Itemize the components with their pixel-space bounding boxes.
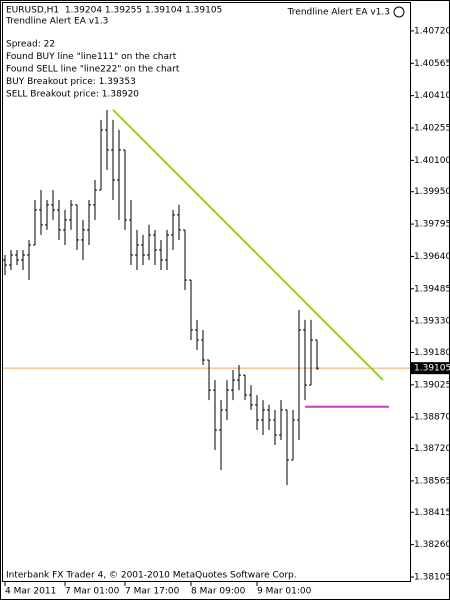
expert-label: Trendline Alert EA v1.3 xyxy=(287,8,390,18)
x-tick-label: 7 Mar 01:00 xyxy=(65,587,120,597)
info-line: Spread: 22 xyxy=(6,40,55,50)
info-line: Found BUY line "line111" on the chart xyxy=(6,52,177,62)
y-tick-label: 1.38415 xyxy=(414,508,450,518)
y-tick-label: 1.39795 xyxy=(414,220,450,230)
bid-tag xyxy=(411,362,449,375)
y-tick-label: 1.38720 xyxy=(414,444,450,454)
trend-line xyxy=(112,109,384,381)
info-line: BUY Breakout price: 1.39353 xyxy=(6,77,136,87)
info-line: Found SELL line "line222" on the chart xyxy=(6,65,180,75)
info-line: SELL Breakout price: 1.38920 xyxy=(6,90,139,100)
smiley-icon xyxy=(393,6,405,18)
plot-frame xyxy=(2,2,411,582)
y-tick-label: 1.38870 xyxy=(414,413,450,423)
x-tick-label: 4 Mar 2011 xyxy=(5,587,56,597)
y-tick-label: 1.40565 xyxy=(414,59,450,69)
expert-name: Trendline Alert EA v1.3 xyxy=(5,17,108,27)
y-tick-label: 1.39180 xyxy=(414,348,450,358)
x-tick-label: 8 Mar 09:00 xyxy=(191,587,246,597)
y-tick-label: 1.39485 xyxy=(414,284,450,294)
y-tick-label: 1.40255 xyxy=(414,124,450,134)
y-tick-label: 1.38565 xyxy=(414,476,450,486)
y-tick-label: 1.38105 xyxy=(414,572,450,582)
y-tick-label: 1.40100 xyxy=(414,156,450,166)
x-tick-label: 9 Mar 01:00 xyxy=(257,587,312,597)
y-tick-label: 1.38260 xyxy=(414,540,450,550)
y-tick-label: 1.39330 xyxy=(414,317,450,327)
x-tick-label: 7 Mar 17:00 xyxy=(125,587,180,597)
footer: Interbank FX Trader 4, © 2001-2010 MetaQ… xyxy=(6,571,297,581)
y-tick-label: 1.40410 xyxy=(414,91,450,101)
bid-tag-label: 1.39105 xyxy=(414,364,450,374)
y-tick-label: 1.39640 xyxy=(414,252,450,262)
y-tick-label: 1.39950 xyxy=(414,187,450,197)
y-tick-label: 1.40720 xyxy=(414,26,450,36)
y-tick-label: 1.39025 xyxy=(414,380,450,390)
chart-title: EURUSD,H1 1.39204 1.39255 1.39104 1.3910… xyxy=(6,6,222,16)
